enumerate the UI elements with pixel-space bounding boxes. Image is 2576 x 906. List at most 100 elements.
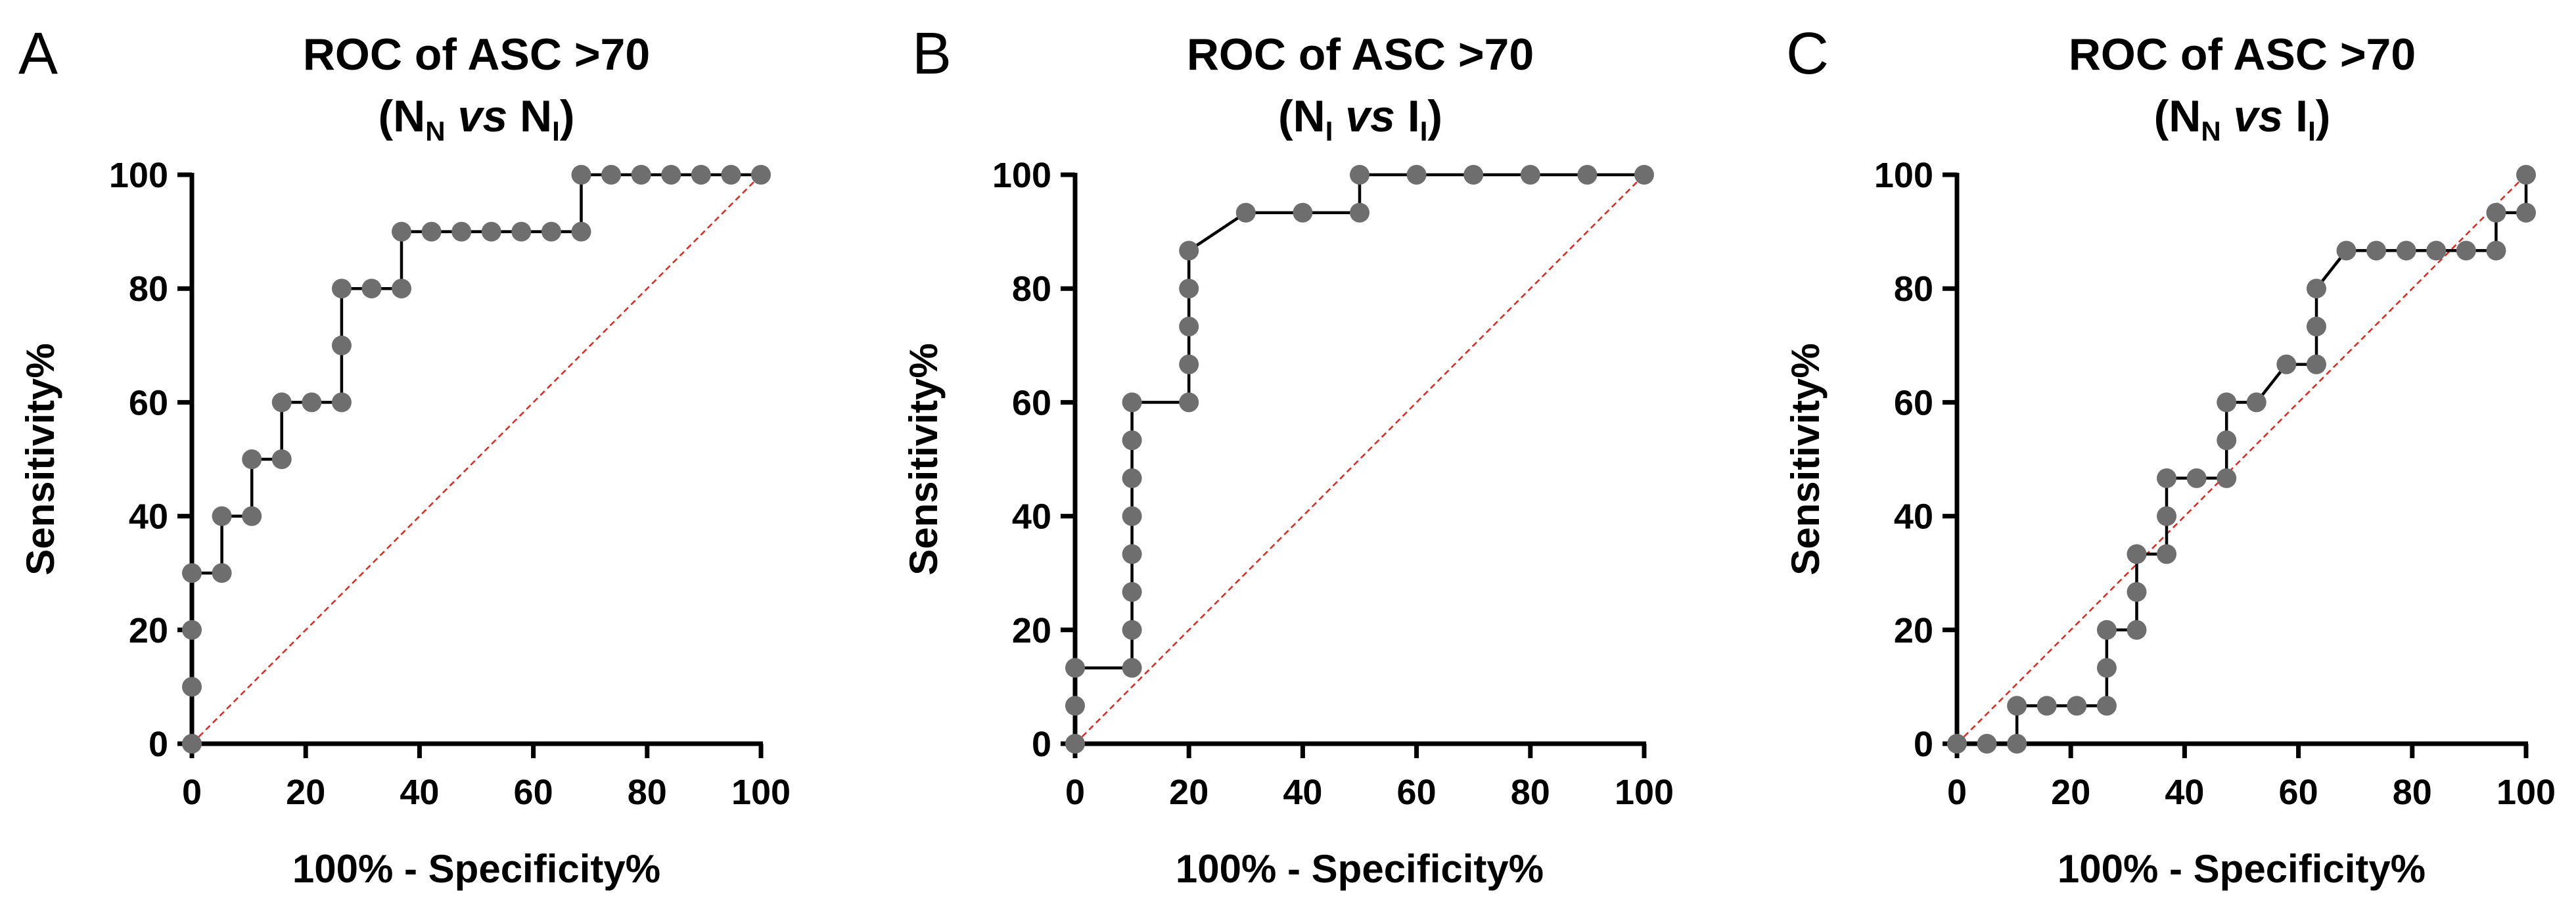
x-axis-label: 100% - Specificity% [292,847,660,891]
x-tick-label: 0 [1065,773,1085,812]
x-tick-label: 100 [1615,773,1674,812]
subtitle-part: (N [2154,91,2201,141]
x-tick-label: 60 [1397,773,1437,812]
subtitle-part: I [552,116,560,147]
roc-point [2096,620,2117,640]
y-tick-label: 60 [1012,383,1051,422]
roc-point [361,279,382,299]
y-tick-label: 0 [1032,725,1051,764]
roc-point [1235,202,1256,223]
x-tick-label: 80 [1511,773,1550,812]
y-tick-label: 100 [992,156,1051,195]
y-tick-label: 40 [129,497,168,537]
x-tick-label: 80 [628,773,667,812]
roc-point [2217,430,2237,451]
roc-point [212,506,232,526]
roc-point [212,563,232,583]
y-axis-label: Sensitivity% [18,343,62,575]
roc-point [421,221,442,242]
roc-point [2007,696,2027,716]
chart-title: ROC of ASC >70 [1187,30,1534,79]
roc-point [511,221,532,242]
roc-point [182,734,202,754]
roc-point [331,279,352,299]
roc-point [1179,240,1199,261]
chart-subtitle: (NN vs II) [2154,91,2331,147]
roc-point [2096,658,2117,678]
x-tick-label: 100 [2496,773,2556,812]
x-tick-label: 60 [514,773,553,812]
x-tick-label: 20 [286,773,325,812]
roc-point [1977,734,1997,754]
roc-point [1122,658,1142,678]
subtitle-part: ) [2316,91,2331,141]
roc-point [661,165,681,185]
chart-title: ROC of ASC >70 [2069,30,2416,79]
roc-point [182,677,202,697]
roc-point [571,165,591,185]
y-tick-label: 0 [1914,725,1933,764]
roc-point [751,165,771,185]
subtitle-part [446,91,458,141]
roc-point [2426,240,2447,261]
chart-subtitle: (NN vs NI) [379,91,575,147]
x-axis-label: 100% - Specificity% [1176,847,1544,891]
roc-point [302,392,322,413]
roc-point [2276,354,2297,374]
roc-point [1463,165,1484,185]
subtitle-part: I [1395,91,1420,141]
subtitle-part: N [425,116,445,147]
x-tick-label: 20 [2051,773,2090,812]
roc-point [182,563,202,583]
roc-point [1634,165,1654,185]
roc-point [2127,544,2147,564]
roc-point [1350,165,1369,185]
roc-point [721,165,741,185]
x-axis-label: 100% - Specificity% [2058,847,2426,891]
roc-point [1577,165,1598,185]
y-tick-label: 80 [1894,269,1933,309]
x-tick-label: 40 [400,773,439,812]
subtitle-part: (N [379,91,426,141]
roc-point [2306,279,2326,299]
roc-point [2486,240,2506,261]
roc-point [2157,544,2177,564]
roc-point [2306,354,2326,374]
roc-point [1065,696,1085,716]
roc-point [2036,696,2057,716]
y-tick-label: 40 [1012,497,1051,537]
roc-point [1122,392,1142,413]
roc-point [1122,582,1142,602]
roc-point [242,506,262,526]
subtitle-part [1333,91,1345,141]
roc-point [541,221,561,242]
roc-point [2217,392,2237,413]
y-tick-label: 20 [1894,611,1933,650]
roc-point [571,221,591,242]
roc-point [1122,506,1142,526]
roc-point [1293,202,1313,223]
roc-point [2186,468,2207,488]
roc-point [2486,202,2506,223]
roc-point [2516,165,2536,185]
roc-point [1350,202,1369,223]
reference-diagonal [1956,174,2527,744]
y-tick-label: 20 [1012,611,1051,650]
roc-point [2217,468,2237,488]
chart-subtitle: (NI vs II) [1278,91,1442,147]
roc-point [2127,582,2147,602]
roc-point [1065,658,1085,678]
roc-point [2067,696,2087,716]
x-tick-label: 80 [2393,773,2432,812]
subtitle-part: I [2283,91,2308,141]
roc-point [1406,165,1427,185]
roc-point [1122,544,1142,564]
roc-point [2456,240,2476,261]
y-tick-label: 40 [1894,497,1933,537]
roc-point [1179,354,1199,374]
roc-point [1122,430,1142,451]
roc-point [2246,392,2266,413]
roc-point [2127,620,2147,640]
